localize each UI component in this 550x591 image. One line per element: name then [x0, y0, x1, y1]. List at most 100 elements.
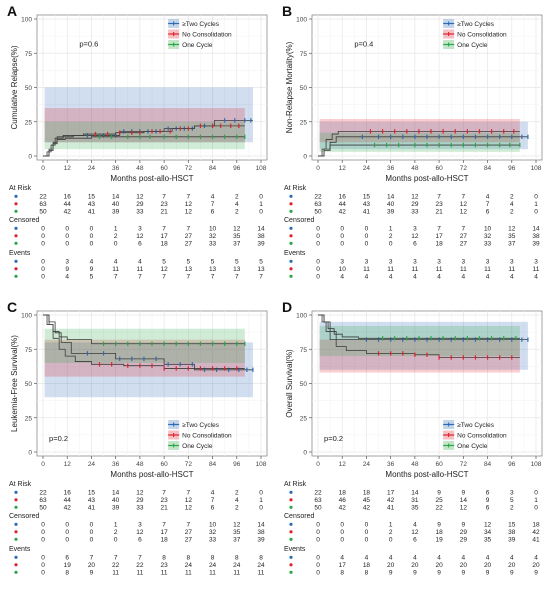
- risk-cell: 33: [136, 505, 144, 512]
- risk-cell: 11: [508, 266, 515, 273]
- risk-cell: 0: [65, 529, 69, 536]
- risk-row-dot: [14, 267, 18, 271]
- risk-cell: 35: [233, 233, 241, 240]
- risk-cell: 1: [259, 497, 263, 504]
- risk-cell: 0: [41, 259, 45, 266]
- risk-section-title: At Risk: [284, 185, 307, 192]
- risk-cell: 20: [532, 562, 540, 569]
- risk-cell: 9: [90, 266, 94, 273]
- p-value: p=0.2: [324, 434, 343, 443]
- risk-cell: 5: [211, 259, 215, 266]
- y-tick-label: 100: [21, 17, 32, 24]
- risk-cell: 0: [41, 555, 45, 562]
- risk-cell: 19: [435, 537, 443, 544]
- risk-cell: 0: [41, 266, 45, 273]
- risk-cell: 3: [534, 259, 538, 266]
- p-value: p=0.2: [49, 434, 68, 443]
- risk-cell: 0: [90, 226, 94, 233]
- risk-cell: 4: [235, 201, 239, 208]
- risk-cell: 2: [114, 233, 118, 240]
- risk-cell: 8: [65, 570, 69, 577]
- risk-cell: 11: [436, 266, 443, 273]
- x-tick-label: 84: [484, 461, 492, 468]
- risk-row-dot: [14, 490, 18, 494]
- x-tick-label: 84: [209, 165, 217, 172]
- risk-cell: 3: [365, 259, 369, 266]
- risk-cell: 20: [411, 562, 419, 569]
- risk-cell: 17: [387, 490, 395, 497]
- confidence-band: [319, 321, 528, 370]
- x-tick-label: 24: [88, 461, 96, 468]
- risk-cell: 14: [387, 194, 395, 201]
- risk-cell: 3: [138, 522, 142, 529]
- risk-section-title: Censored: [9, 217, 39, 224]
- risk-cell: 22: [435, 505, 443, 512]
- p-value: p=0.6: [79, 39, 98, 48]
- panel-letter: B: [282, 3, 292, 19]
- risk-cell: 6: [65, 555, 69, 562]
- risk-cell: 4: [534, 274, 538, 281]
- risk-cell: 29: [136, 201, 144, 208]
- risk-row-dot: [289, 530, 293, 534]
- risk-cell: 11: [161, 570, 168, 577]
- legend-label: ≥Two Cycles: [457, 21, 495, 28]
- risk-row-dot: [14, 505, 18, 509]
- risk-cell: 1: [114, 522, 118, 529]
- risk-cell: 4: [389, 555, 393, 562]
- risk-cell: 4: [413, 522, 417, 529]
- risk-cell: 39: [508, 537, 516, 544]
- risk-row-dot: [289, 570, 293, 574]
- risk-cell: 11: [460, 266, 467, 273]
- risk-cell: 16: [64, 194, 72, 201]
- risk-cell: 0: [534, 505, 538, 512]
- risk-cell: 11: [233, 570, 240, 577]
- risk-section-title: At Risk: [9, 481, 32, 488]
- risk-cell: 9: [462, 570, 466, 577]
- risk-section-title: Censored: [284, 217, 314, 224]
- risk-cell: 7: [211, 274, 215, 281]
- risk-cell: 7: [462, 194, 466, 201]
- risk-cell: 45: [363, 497, 371, 504]
- risk-row-dot: [289, 202, 293, 206]
- risk-row-dot: [14, 563, 18, 567]
- risk-cell: 4: [211, 194, 215, 201]
- risk-cell: 0: [259, 490, 263, 497]
- risk-row-dot: [289, 226, 293, 230]
- risk-cell: 7: [162, 522, 166, 529]
- risk-cell: 22: [112, 562, 120, 569]
- risk-cell: 0: [316, 529, 320, 536]
- risk-cell: 12: [460, 505, 468, 512]
- risk-cell: 23: [160, 497, 168, 504]
- risk-cell: 24: [185, 562, 193, 569]
- x-tick-label: 0: [316, 461, 320, 468]
- risk-row-dot: [14, 209, 18, 213]
- x-tick-label: 36: [112, 165, 120, 172]
- risk-cell: 40: [112, 201, 120, 208]
- risk-section-title: Events: [9, 546, 31, 553]
- risk-cell: 34: [484, 529, 492, 536]
- x-tick-label: 108: [256, 165, 267, 172]
- risk-cell: 32: [209, 233, 217, 240]
- x-tick-label: 24: [88, 165, 96, 172]
- x-tick-label: 60: [160, 165, 168, 172]
- risk-cell: 42: [64, 209, 72, 216]
- risk-cell: 39: [532, 241, 540, 248]
- risk-cell: 7: [138, 555, 142, 562]
- risk-cell: 27: [185, 241, 193, 248]
- risk-cell: 24: [233, 562, 241, 569]
- risk-cell: 0: [340, 522, 344, 529]
- y-tick-label: 100: [21, 313, 32, 320]
- x-tick-label: 60: [160, 461, 168, 468]
- risk-cell: 4: [365, 555, 369, 562]
- x-tick-label: 60: [435, 461, 443, 468]
- risk-section-title: Events: [9, 250, 31, 257]
- confidence-band: [319, 121, 528, 150]
- risk-cell: 7: [187, 490, 191, 497]
- x-axis-label: Months post-allo-HSCT: [385, 174, 468, 183]
- risk-cell: 0: [41, 226, 45, 233]
- risk-cell: 7: [114, 274, 118, 281]
- risk-cell: 0: [65, 226, 69, 233]
